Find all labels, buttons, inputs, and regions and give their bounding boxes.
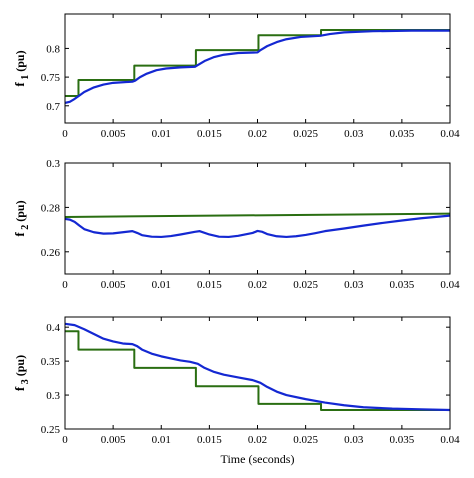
panel-2: 0 0.005 0.01 0.015 0.02 0.025 0.03 0.035 0.04 0.2…: [12, 158, 460, 291]
y-axis-label: f 1 (pu): [12, 50, 31, 86]
x-tick-label: 0.005: [101, 128, 126, 140]
y-axis-label-unit: (pu): [13, 355, 27, 379]
y-tick-label: 0.35: [41, 356, 61, 368]
x-tick-label: 0.03: [344, 434, 364, 446]
x-tick-label: 0.02: [248, 279, 267, 291]
x-tick-label: 0.035: [390, 434, 415, 446]
y-axis-label: f 3 (pu): [12, 355, 31, 391]
y-tick-label: 0.8: [46, 43, 60, 55]
series-line-1: [65, 212, 450, 218]
x-tick-label: 0.025: [293, 279, 318, 291]
y-tick-label: 0.3: [46, 390, 60, 402]
x-tick-label: 0.015: [197, 434, 222, 446]
x-tick-label: 0.04: [440, 434, 460, 446]
series-line-2: [65, 322, 450, 412]
y-axis-label: f 2 (pu): [12, 200, 31, 236]
plot-frame: [64, 316, 451, 430]
x-tick-label: 0.015: [197, 128, 222, 140]
y-axis-label-unit: (pu): [13, 200, 27, 224]
x-tick-label: 0.025: [293, 434, 318, 446]
y-tick-label: 0.28: [41, 202, 61, 214]
x-tick-label: 0.035: [390, 279, 415, 291]
x-tick-label: 0.01: [152, 128, 171, 140]
series-line-2: [65, 29, 450, 104]
x-tick-label: 0.02: [248, 434, 267, 446]
y-tick-label: 0.26: [41, 247, 61, 259]
series-line-1: [65, 29, 450, 98]
y-tick-label: 0.75: [41, 72, 61, 84]
x-tick-label: 0.04: [440, 279, 460, 291]
x-tick-label: 0: [62, 279, 68, 291]
series-line-1: [65, 330, 450, 411]
x-tick-label: 0.04: [440, 128, 460, 140]
x-tick-label: 0.01: [152, 279, 171, 291]
y-tick-label: 0.3: [46, 158, 60, 170]
panel-1: 0 0.005 0.01 0.015 0.02 0.025 0.03 0.035 0.04 0.7…: [12, 13, 460, 140]
y-axis-label-main: f: [12, 386, 27, 391]
y-axis-label-sub: 3: [20, 379, 31, 387]
x-tick-label: 0: [62, 128, 68, 140]
y-axis-label-unit: (pu): [13, 50, 27, 74]
series-line-2: [65, 214, 450, 239]
x-tick-label: 0: [62, 434, 68, 446]
x-tick-label: 0.02: [248, 128, 267, 140]
y-axis-label-main: f: [12, 82, 27, 87]
x-tick-label: 0.01: [152, 434, 171, 446]
y-axis-label-main: f: [12, 232, 27, 237]
x-tick-label: 0.005: [101, 434, 126, 446]
y-axis-label-sub: 2: [20, 225, 31, 233]
x-tick-label: 0.03: [344, 128, 364, 140]
y-tick-label: 0.25: [41, 424, 61, 436]
x-tick-label: 0.03: [344, 279, 364, 291]
x-tick-label: 0.005: [101, 279, 126, 291]
y-axis-label-sub: 1: [20, 75, 31, 83]
plot-frame: [64, 162, 451, 275]
y-tick-label: 0.7: [46, 101, 60, 113]
x-tick-label: 0.015: [197, 279, 222, 291]
x-axis-label: Time (seconds): [221, 452, 295, 466]
panel-3: 0 0.005 0.01 0.015 0.02 0.025 0.03 0.035 0.04 0.2…: [12, 316, 460, 466]
y-tick-label: 0.4: [46, 322, 60, 334]
x-tick-label: 0.035: [390, 128, 415, 140]
x-tick-label: 0.025: [293, 128, 318, 140]
